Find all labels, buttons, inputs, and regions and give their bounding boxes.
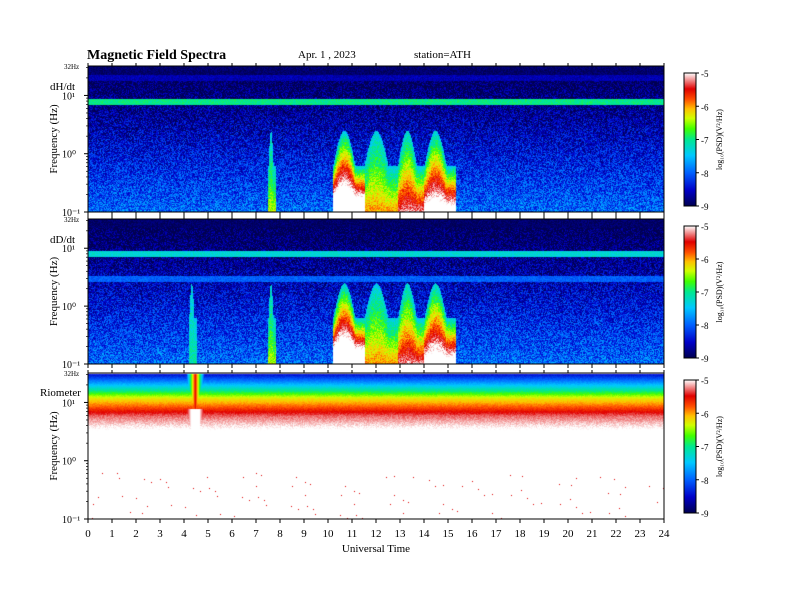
x-tick-label: 24 bbox=[659, 528, 671, 540]
x-tick-label: 21 bbox=[587, 528, 598, 540]
x-tick-label: 3 bbox=[157, 528, 163, 540]
x-tick-label: 0 bbox=[85, 528, 91, 540]
x-tick-label: 6 bbox=[229, 528, 235, 540]
x-tick-label: 13 bbox=[395, 528, 407, 540]
x-tick-label: 23 bbox=[635, 528, 647, 540]
y-axis-label: Frequency (Hz) bbox=[48, 411, 60, 481]
y-tick-label: 10⁻¹ bbox=[62, 208, 80, 219]
x-tick-label: 20 bbox=[563, 528, 575, 540]
colorbar-tick-label: -5 bbox=[701, 69, 709, 79]
x-tick-label: 1 bbox=[109, 528, 115, 540]
y-tick-label: 10⁰ bbox=[62, 457, 76, 468]
colorbar-tick-label: -7 bbox=[701, 288, 709, 298]
spectrogram-image bbox=[88, 219, 664, 364]
spectrogram-panel-1: dD/dt 32Hz Frequency (Hz)10¹ 10⁰ 10⁻¹ -5 -6 -7 -… bbox=[48, 216, 724, 371]
colorbar-tick-label: -8 bbox=[701, 321, 709, 331]
x-tick-label: 2 bbox=[133, 528, 139, 540]
x-tick-label: 17 bbox=[491, 528, 503, 540]
y-tick-label: 10⁻¹ bbox=[62, 515, 80, 526]
spectrogram-image bbox=[88, 373, 664, 519]
colorbar-tick-label: -5 bbox=[701, 222, 709, 232]
panel-top-label: 32Hz bbox=[64, 216, 79, 224]
x-tick-label: 4 bbox=[181, 528, 187, 540]
panel-label: Riometer bbox=[40, 387, 81, 399]
colorbar-label: log₁₀(PSD)(V²/Hz) bbox=[715, 416, 724, 477]
y-tick-label: 10⁻¹ bbox=[62, 360, 80, 371]
colorbar-tick-label: -6 bbox=[701, 102, 709, 112]
y-axis-label: Frequency (Hz) bbox=[48, 104, 60, 174]
colorbar-tick-label: -7 bbox=[701, 443, 709, 453]
colorbar-label: log₁₀(PSD)(V²/Hz) bbox=[715, 261, 724, 322]
colorbar bbox=[683, 72, 697, 207]
x-tick-label: 19 bbox=[539, 528, 551, 540]
colorbar-label: log₁₀(PSD)(V²/Hz) bbox=[715, 109, 724, 170]
x-tick-label: 22 bbox=[611, 528, 622, 540]
colorbar bbox=[683, 225, 697, 359]
figure-date: Apr. 1 , 2023 bbox=[298, 49, 356, 61]
colorbar-tick-label: -9 bbox=[701, 509, 709, 519]
x-tick-label: 16 bbox=[467, 528, 479, 540]
spectrogram-panel-0: dH/dt 32Hz Frequency (Hz)10¹ 10⁰ 10⁻¹ -5 -6 -7 -… bbox=[48, 63, 724, 219]
y-tick-label: 10⁰ bbox=[62, 302, 76, 313]
y-tick-label: 10⁰ bbox=[62, 150, 76, 161]
x-axis-label: Universal Time bbox=[342, 543, 410, 555]
x-tick-label: 9 bbox=[301, 528, 307, 540]
colorbar bbox=[683, 379, 697, 514]
colorbar-tick-label: -7 bbox=[701, 136, 709, 146]
panel-top-label: 32Hz bbox=[64, 370, 79, 378]
colorbar-tick-label: -9 bbox=[701, 354, 709, 364]
x-tick-label: 18 bbox=[515, 528, 527, 540]
colorbar-tick-label: -8 bbox=[701, 169, 709, 179]
y-tick-label: 10¹ bbox=[62, 244, 75, 255]
x-tick-label: 5 bbox=[205, 528, 211, 540]
x-tick-label: 10 bbox=[323, 528, 335, 540]
y-tick-label: 10¹ bbox=[62, 398, 75, 409]
x-tick-label: 15 bbox=[443, 528, 455, 540]
figure-title: Magnetic Field Spectra bbox=[87, 48, 226, 63]
panel-label: dH/dt bbox=[50, 81, 75, 93]
x-tick-label: 12 bbox=[371, 528, 382, 540]
x-tick-label: 14 bbox=[419, 528, 431, 540]
y-axis-label: Frequency (Hz) bbox=[48, 257, 60, 327]
colorbar-tick-label: -8 bbox=[701, 476, 709, 486]
spectrogram-image bbox=[88, 66, 664, 212]
colorbar-tick-label: -6 bbox=[701, 409, 709, 419]
panel-label: dD/dt bbox=[50, 234, 75, 246]
panel-top-label: 32Hz bbox=[64, 63, 79, 71]
colorbar-tick-label: -9 bbox=[701, 202, 709, 212]
x-tick-label: 7 bbox=[253, 528, 259, 540]
figure-station: station=ATH bbox=[414, 49, 471, 61]
colorbar-tick-label: -5 bbox=[701, 376, 709, 386]
colorbar-tick-label: -6 bbox=[701, 255, 709, 265]
x-tick-label: 8 bbox=[277, 528, 283, 540]
y-tick-label: 10¹ bbox=[62, 91, 75, 102]
x-tick-label: 11 bbox=[347, 528, 358, 540]
